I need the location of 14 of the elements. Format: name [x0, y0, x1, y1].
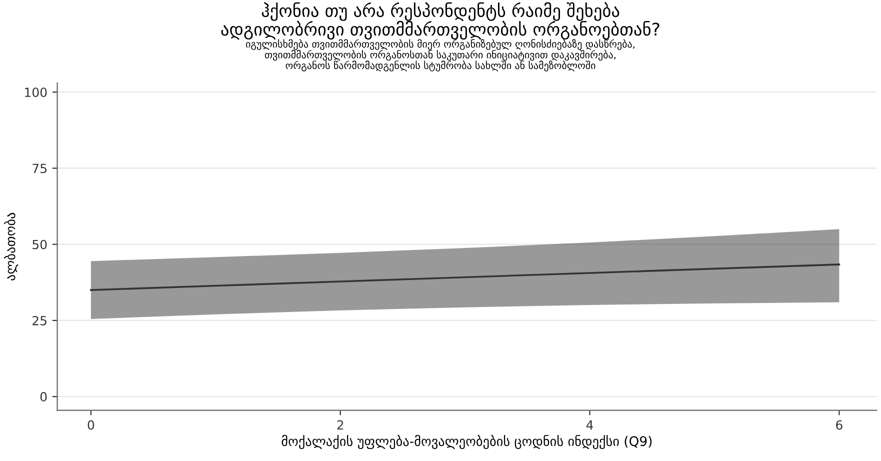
x-tick-label: 0	[88, 420, 94, 430]
line-series	[90, 264, 840, 291]
y-tick-label: 75	[32, 164, 46, 174]
x-axis-title: მოქალაქის უფლება-მოვალეობების ცოდნის ინდექსი (Q9)	[282, 434, 652, 450]
chart-title: ჰქონია თუ არა რესპონდენტს რაიმე შეხება ადგილობრივი თვითმმართველობის ორგანოებთან?	[221, 2, 660, 40]
y-axis-title: ალბათობა	[4, 212, 18, 280]
y-tick-label: 50	[32, 240, 47, 250]
y-tick-label: 0	[40, 392, 47, 402]
x-tick-label: 4	[586, 420, 594, 430]
x-tick-label: 2	[337, 420, 344, 430]
y-tick-label: 100	[25, 88, 47, 98]
chart-subtitle: იგულისხმება თვითმმართველობის მიერ ორგანიზებულ ღონისძიებაზე დასწრება, თვითმმართველობის ორგანოსთან საკუთარი ინიციატივით დაკავშირება, ორგანოს წარმომადგენლის სტუმრობა სახლში ან სამეზობლოში	[246, 39, 635, 72]
x-tick-label: 6	[836, 420, 842, 430]
y-tick-label: 25	[32, 316, 46, 326]
